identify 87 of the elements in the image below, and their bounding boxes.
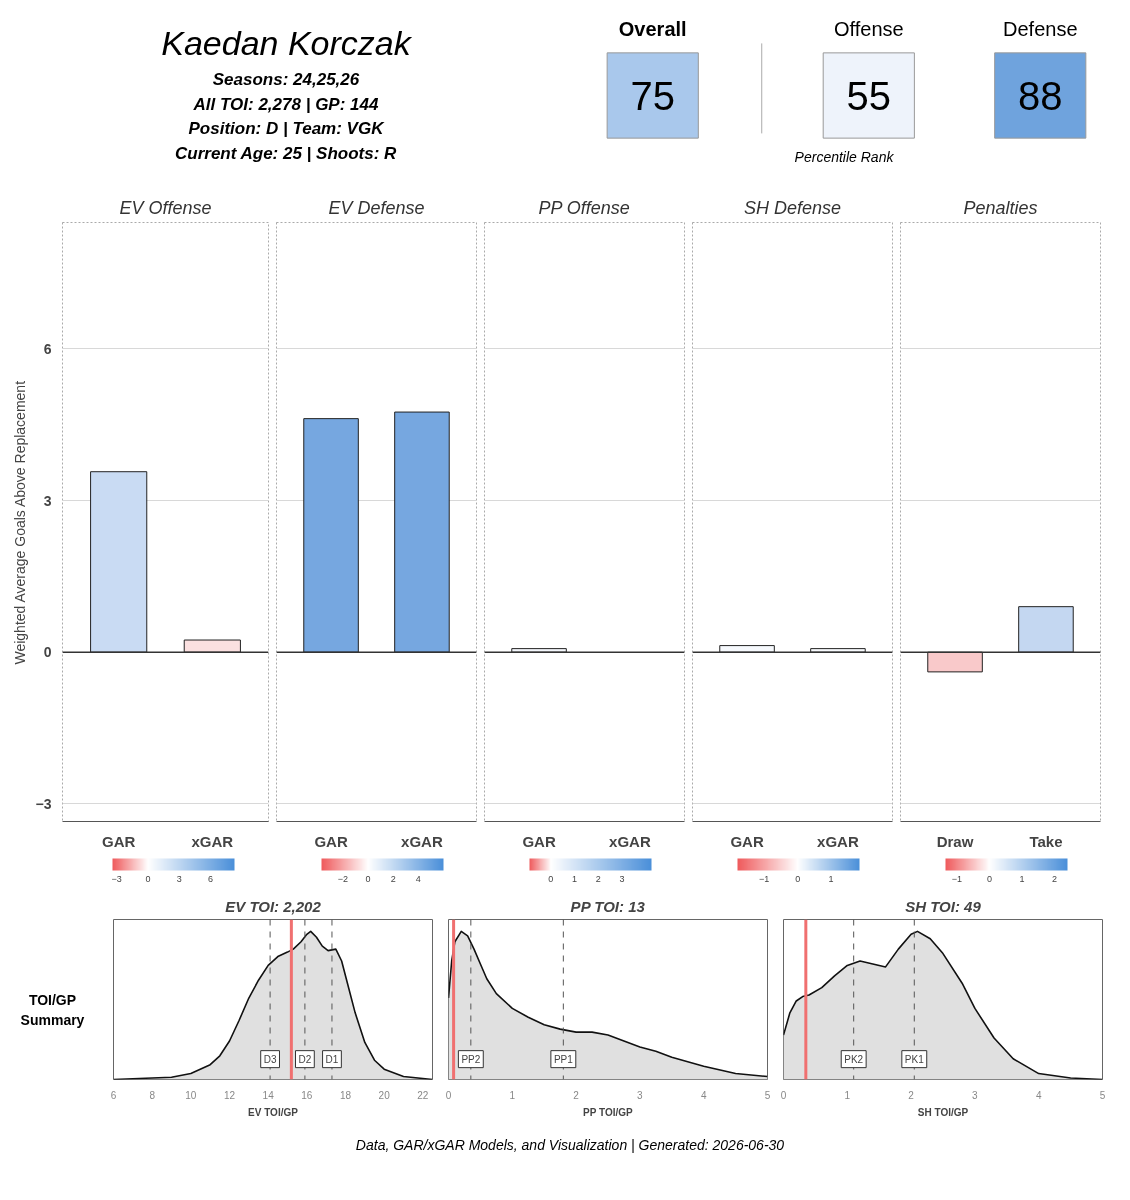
ref-line-label: D3 (263, 1053, 277, 1065)
x-tick-label: 5 (764, 1089, 771, 1101)
x-tick-label: 1 (844, 1089, 851, 1101)
text: Data, GAR/xGAR Models, and Visualization | Generated: 2026-06-30 (355, 1136, 785, 1155)
color-bar-label: 2 (390, 873, 396, 884)
data-label: 88 (1018, 73, 1063, 118)
color-bar-label: −2 (337, 873, 349, 884)
chart-title: EV Defense (328, 197, 425, 218)
text: All TOI: 2,278 | GP: 144 (192, 94, 379, 114)
x-tick-label: 16 (301, 1089, 313, 1101)
color-bar-label: 1 (1019, 873, 1025, 884)
color-bar-label: 0 (986, 873, 992, 884)
x-tick-label: 0 (445, 1089, 452, 1101)
ref-line-label: PP2 (461, 1053, 481, 1065)
ref-line-label: PK2 (844, 1053, 864, 1065)
text: Seasons: 24,25,26 (212, 69, 360, 89)
category-label: Defense (1003, 18, 1078, 41)
x-axis-title: SH TOI/GP (917, 1106, 969, 1118)
text: Kaedan Korczak (161, 24, 413, 63)
x-tick-label: 3 (637, 1089, 644, 1101)
x-tick-label: 22 (417, 1089, 429, 1101)
color-bar-label: −1 (951, 873, 963, 884)
x-tick-label: Draw (936, 832, 974, 850)
x-tick-label: 1 (509, 1089, 516, 1101)
x-tick-label: 5 (1099, 1089, 1106, 1101)
text: Percentile Rank (794, 149, 895, 166)
chart-title: SH TOI: 49 (905, 897, 982, 915)
color-bar-label: 3 (619, 873, 625, 884)
x-tick-label: 14 (262, 1089, 275, 1101)
x-axis-title: PP TOI/GP (583, 1106, 634, 1118)
chart-title: PP Offense (538, 197, 630, 218)
color-bar-label: 1 (828, 873, 834, 884)
y-tick-label: 0 (43, 644, 52, 661)
x-axis-title: EV TOI/GP (248, 1106, 299, 1118)
x-tick-label: 10 (185, 1089, 197, 1101)
x-tick-label: 18 (339, 1089, 352, 1101)
x-tick-label: GAR (102, 832, 136, 850)
data-label: 75 (630, 73, 675, 118)
chart-title: EV Offense (119, 197, 212, 218)
x-tick-label: 6 (110, 1089, 117, 1101)
text: Current Age: 25 | Shoots: R (175, 143, 398, 163)
color-bar-label: 0 (795, 873, 801, 884)
color-bar-label: 1 (572, 873, 578, 884)
y-axis-title: Weighted Average Goals Above Replacement (11, 380, 28, 665)
color-bar-label: 0 (548, 873, 554, 884)
chart-title: PP TOI: 13 (570, 897, 646, 915)
color-bar-label: 0 (145, 873, 151, 884)
x-tick-label: Take (1029, 832, 1063, 850)
y-tick-label: 3 (43, 492, 52, 509)
ref-line-label: D2 (298, 1053, 312, 1065)
x-tick-label: 4 (1035, 1089, 1042, 1101)
x-tick-label: 12 (223, 1089, 236, 1101)
x-tick-label: GAR (314, 832, 348, 850)
x-tick-label: 0 (780, 1089, 787, 1101)
x-tick-label: 2 (908, 1089, 915, 1101)
y-tick-label: 6 (43, 340, 52, 357)
x-tick-label: GAR (522, 832, 556, 850)
x-tick-label: 20 (378, 1089, 391, 1101)
color-bar-label: 4 (415, 873, 421, 884)
x-tick-label: 2 (573, 1089, 580, 1101)
x-tick-label: xGAR (609, 832, 651, 850)
chart-title: EV TOI: 2,202 (225, 897, 322, 915)
color-bar-label: 2 (595, 873, 601, 884)
text: TOI/GP Summary (19, 991, 86, 1030)
category-label: Offense (833, 18, 904, 41)
x-tick-label: 4 (700, 1089, 707, 1101)
x-tick-label: 3 (972, 1089, 979, 1101)
x-tick-label: xGAR (401, 832, 443, 850)
data-label: 55 (846, 73, 892, 118)
ref-line-label: PP1 (553, 1053, 574, 1065)
x-tick-label: GAR (730, 832, 764, 850)
color-bar-label: 2 (1051, 873, 1057, 884)
ref-line-label: PK1 (904, 1053, 925, 1065)
color-bar-label: 6 (208, 873, 214, 884)
x-tick-label: xGAR (191, 832, 234, 850)
color-bar-label: 3 (176, 873, 182, 884)
text: Position: D | Team: VGK (188, 119, 386, 139)
x-tick-label: xGAR (817, 832, 859, 850)
color-bar-label: 0 (365, 873, 371, 884)
ref-line-label: D1 (325, 1053, 339, 1065)
chart-title: SH Defense (743, 197, 842, 218)
y-tick-label: −3 (35, 795, 52, 812)
category-label: Overall (618, 18, 687, 41)
color-bar-label: −3 (111, 873, 122, 884)
chart-title: Penalties (963, 197, 1038, 218)
x-tick-label: 8 (149, 1089, 156, 1101)
color-bar-label: −1 (759, 873, 770, 884)
